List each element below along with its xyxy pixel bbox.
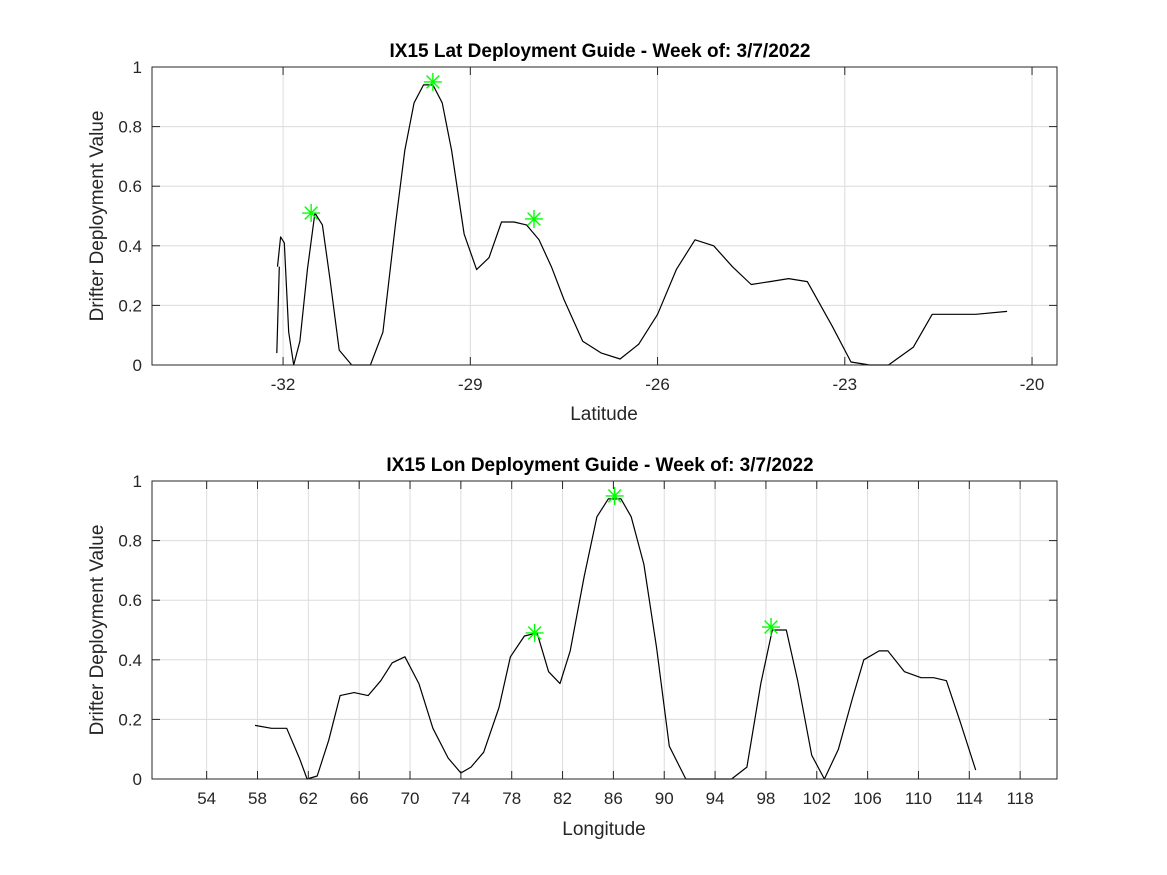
lon-x-tick-label: 110 (905, 789, 932, 808)
lon-x-tick-label: 106 (853, 789, 881, 808)
lon-x-tick-label: 74 (451, 789, 470, 808)
lon-peak-marker (605, 486, 624, 505)
lat-peak-marker (423, 72, 442, 91)
lon-x-tick-label: 118 (1007, 789, 1034, 808)
lat-chart-ticks: -32 -29 -26 -23 -20 0 0.2 0.4 0.6 0.8 1 (118, 58, 1057, 394)
lat-chart-y-axis-label: Drifter Deployment Value (87, 111, 108, 322)
lon-chart-title: IX15 Lon Deployment Guide - Week of: 3/7… (386, 455, 813, 476)
lat-x-tick-label: -29 (458, 375, 483, 394)
lat-x-tick-label: -20 (1020, 375, 1045, 394)
lat-peak-marker (302, 204, 321, 223)
lon-y-tick-label: 0.6 (118, 591, 142, 610)
lon-peak-marker (762, 618, 781, 637)
lat-chart-title: IX15 Lat Deployment Guide - Week of: 3/7… (390, 41, 811, 62)
lon-chart-data (254, 486, 977, 780)
lon-y-tick-label: 1 (133, 472, 142, 491)
lat-chart-x-axis-label: Latitude (570, 404, 638, 425)
lat-x-tick-label: -26 (645, 375, 670, 394)
lat-chart: IX15 Lat Deployment Guide - Week of: 3/7… (87, 41, 1058, 425)
lon-chart-ticks: 54 58 62 66 70 74 78 82 86 90 94 98 102 106 110 114 118 0… (118, 472, 1057, 808)
lon-chart: IX15 Lon Deployment Guide - Week of: 3/7… (87, 455, 1058, 840)
lat-y-tick-label: 0 (133, 356, 142, 375)
lat-chart-data (276, 72, 1008, 366)
lon-y-tick-label: 0 (133, 770, 142, 789)
lon-x-tick-label: 114 (956, 789, 983, 808)
lat-peak-marker (524, 209, 543, 228)
lon-chart-y-axis-label: Drifter Deployment Value (87, 525, 108, 736)
lat-y-tick-label: 1 (133, 58, 142, 77)
lat-y-tick-label: 0.6 (118, 177, 142, 196)
lat-x-tick-label: -32 (271, 375, 296, 394)
lon-x-tick-label: 86 (604, 789, 623, 808)
lat-y-tick-label: 0.8 (118, 118, 142, 137)
lon-series-line (254, 498, 977, 780)
lon-x-tick-label: 94 (706, 789, 725, 808)
lon-y-tick-label: 0.4 (118, 651, 142, 670)
lon-x-tick-label: 54 (197, 789, 216, 808)
lon-x-tick-label: 90 (655, 789, 674, 808)
lon-x-tick-label: 98 (756, 789, 775, 808)
lat-y-tick-label: 0.2 (118, 296, 142, 315)
lon-x-tick-label: 102 (803, 789, 831, 808)
lat-series-line (276, 84, 1008, 366)
lon-y-tick-label: 0.8 (118, 532, 142, 551)
lon-x-tick-label: 66 (350, 789, 369, 808)
lon-chart-x-axis-label: Longitude (562, 819, 645, 840)
lon-x-tick-label: 82 (553, 789, 572, 808)
lon-x-tick-label: 62 (299, 789, 318, 808)
lat-chart-axes-box (151, 66, 1058, 366)
lon-chart-axes-box (151, 480, 1058, 780)
lat-series-segment (276, 266, 280, 354)
lat-x-tick-label: -23 (833, 375, 858, 394)
lon-x-tick-label: 78 (502, 789, 521, 808)
lon-y-tick-label: 0.2 (118, 710, 142, 729)
lon-peak-marker (525, 623, 544, 642)
lon-x-tick-label: 58 (248, 789, 267, 808)
lon-x-tick-label: 70 (401, 789, 420, 808)
lat-y-tick-label: 0.4 (118, 237, 142, 256)
